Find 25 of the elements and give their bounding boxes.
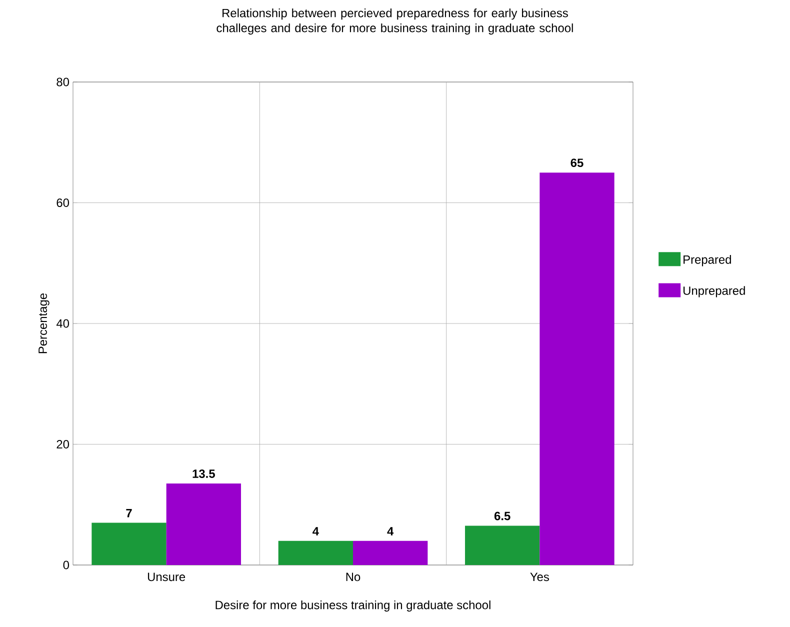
chart-title: Relationship between percieved preparedness for early business challeges and desire for more business training in graduate school bbox=[216, 8, 573, 35]
bar bbox=[465, 526, 540, 565]
data-label: 65 bbox=[570, 158, 584, 168]
y-tick-label: 20 bbox=[56, 440, 70, 448]
y-tick-label: 40 bbox=[56, 319, 70, 328]
x-axis-title: Desire for more business training in graduate school bbox=[216, 600, 490, 612]
bar bbox=[278, 540, 354, 565]
y-axis-title: Percentage bbox=[38, 293, 50, 354]
data-label: 13.5 bbox=[192, 469, 215, 478]
data-label: 4 bbox=[312, 527, 319, 536]
bar bbox=[92, 522, 166, 565]
y-tick-label: 0 bbox=[63, 560, 70, 570]
data-label: 4 bbox=[387, 527, 394, 536]
data-label: 7 bbox=[126, 509, 132, 518]
x-tick-label: No bbox=[346, 572, 360, 582]
bar bbox=[166, 483, 241, 565]
y-tick-label: 60 bbox=[56, 198, 70, 207]
data-label: 6.5 bbox=[494, 512, 510, 520]
bar bbox=[540, 172, 614, 565]
legend-label: Unprepared bbox=[684, 286, 745, 298]
bar bbox=[353, 540, 428, 565]
x-tick-label: Yes bbox=[530, 572, 549, 582]
legend-label: Prepared bbox=[684, 255, 731, 266]
y-tick-label: 80 bbox=[56, 78, 70, 86]
x-tick-label: Unsure bbox=[148, 572, 186, 582]
